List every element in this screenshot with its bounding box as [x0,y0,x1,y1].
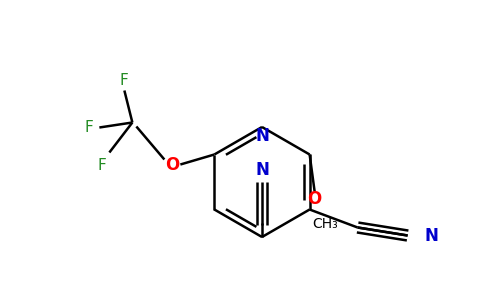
Text: N: N [424,227,439,245]
Text: O: O [165,155,180,173]
Text: F: F [120,73,129,88]
Text: N: N [255,127,269,145]
Text: O: O [307,190,322,208]
Text: CH₃: CH₃ [312,218,337,232]
Text: N: N [255,161,269,179]
Text: F: F [98,158,107,173]
Text: F: F [85,120,94,135]
